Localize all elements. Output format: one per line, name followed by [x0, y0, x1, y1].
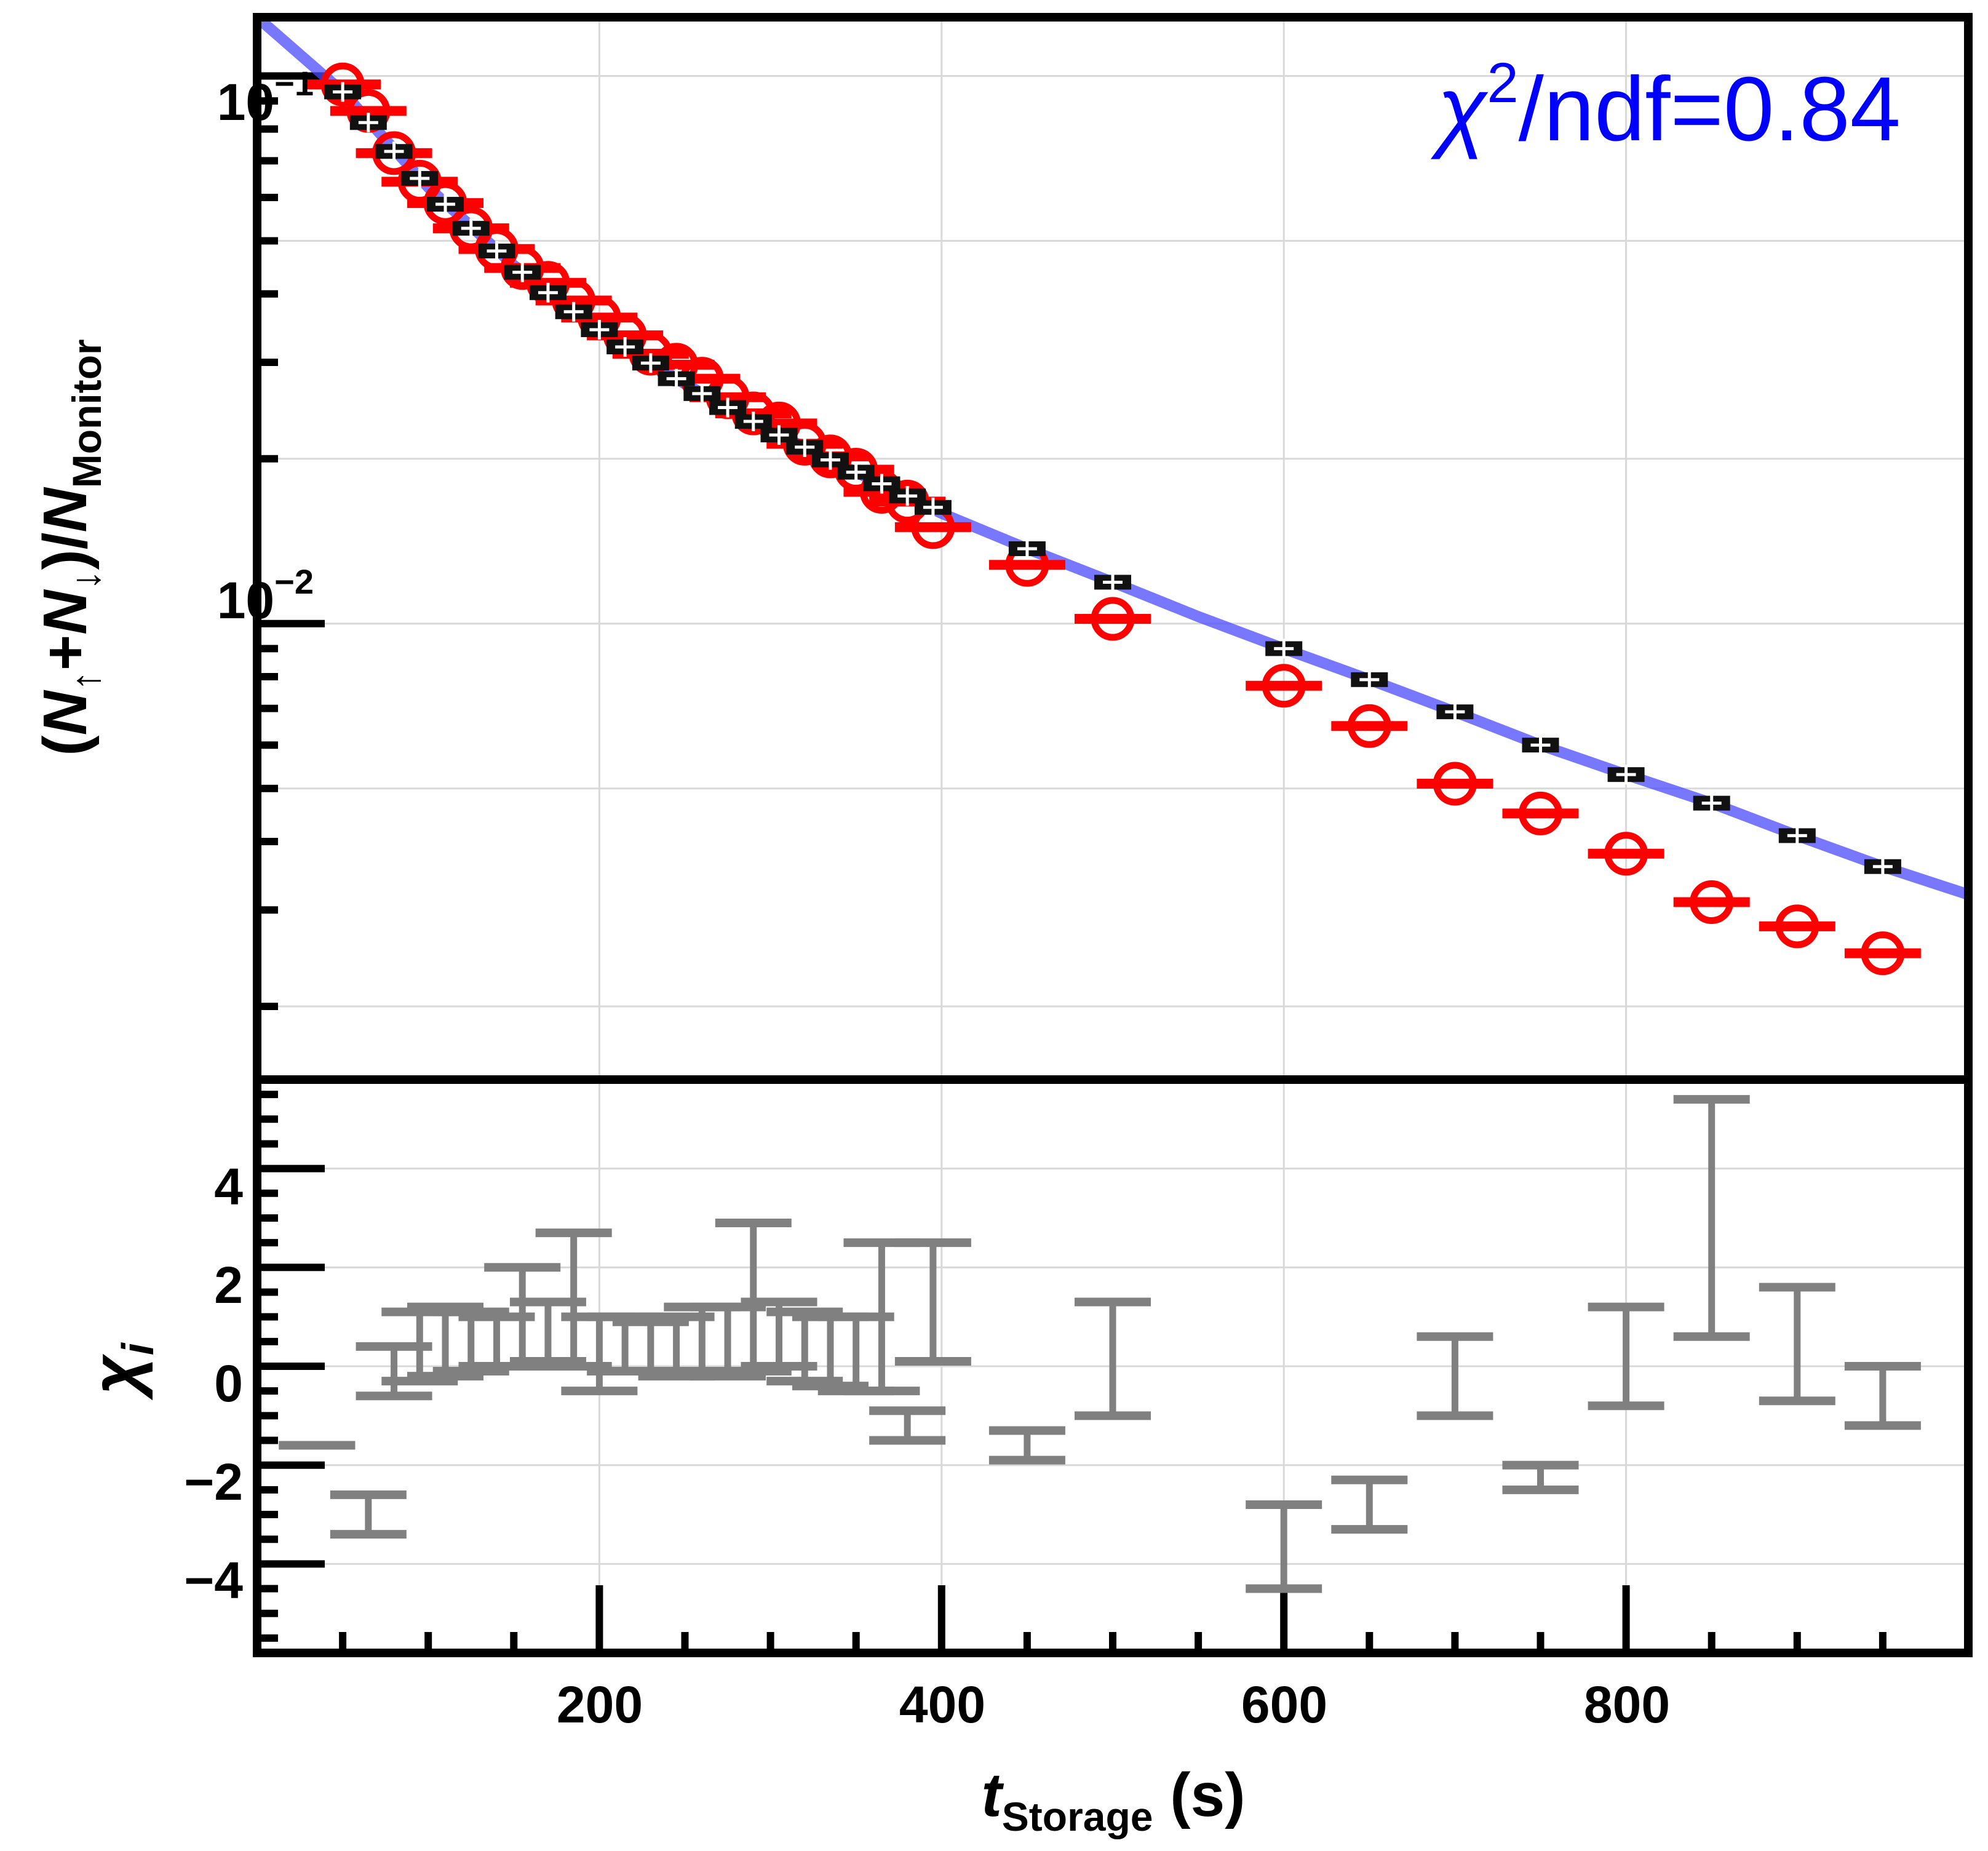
ytick-label-4: 4	[214, 1158, 243, 1216]
residual-layer	[279, 1095, 1921, 1593]
data-point	[320, 62, 365, 106]
residual-errorbar	[1331, 1475, 1408, 1534]
residual-errorbar	[1246, 1500, 1322, 1593]
ytick-label-neg4: −4	[184, 1551, 243, 1609]
data-point	[1347, 704, 1391, 748]
ytick-label-0.1: 10−1	[217, 64, 314, 131]
ytick-label-0.01: 10−2	[217, 562, 314, 629]
bottom-xlabel: tStorage (s)	[981, 1761, 1245, 1839]
data-point	[1433, 762, 1477, 806]
ytick-label-2: 2	[214, 1256, 243, 1314]
top-ticks	[257, 72, 325, 1010]
residual-errorbar	[1075, 1297, 1151, 1420]
top-panel: 10−1 10−2 χ2/ndf=0.84 (N↑+N↓)/NMonitor	[31, 13, 1973, 1084]
xtick-label-800: 800	[1584, 1676, 1670, 1734]
residual-errorbar	[1673, 1095, 1750, 1341]
bottom-frame	[253, 1075, 1973, 1657]
data-point	[1690, 880, 1734, 925]
chi2-annotation: χ2/ndf=0.84	[1431, 52, 1901, 160]
residual-errorbar	[407, 1302, 484, 1381]
top-grid	[257, 17, 1968, 1080]
data-point	[1775, 904, 1819, 949]
data-point	[1519, 791, 1562, 835]
data-point	[1861, 931, 1905, 976]
residual-errorbar	[432, 1307, 509, 1376]
ytick-label-neg2: −2	[184, 1453, 243, 1511]
top-ylabel: (N↑+N↓)/NMonitor	[31, 339, 109, 755]
residual-errorbar	[330, 1490, 407, 1539]
xtick-label-200: 200	[557, 1676, 643, 1734]
residual-errorbar	[1844, 1362, 1921, 1430]
residual-errorbar	[1759, 1283, 1835, 1406]
bottom-ylabel: χi	[78, 1342, 163, 1401]
residual-errorbar	[894, 1238, 971, 1366]
data-point	[1091, 597, 1135, 641]
residual-errorbar	[1502, 1460, 1579, 1494]
residual-errorbar	[1588, 1302, 1664, 1411]
residual-errorbar	[988, 1426, 1065, 1465]
model-layer	[324, 82, 1901, 877]
data-point	[1604, 832, 1648, 876]
data-point	[1262, 664, 1306, 708]
residual-errorbar	[715, 1219, 792, 1376]
xtick-label-400: 400	[899, 1676, 985, 1734]
residual-errorbar	[869, 1406, 946, 1445]
xtick-label-600: 600	[1241, 1676, 1327, 1734]
ytick-label-0: 0	[214, 1355, 243, 1412]
bottom-panel: 4 2 0 −2 −4 200 400 600 800 tStorage (s)…	[78, 1075, 1973, 1839]
residual-errorbar	[1417, 1332, 1493, 1420]
